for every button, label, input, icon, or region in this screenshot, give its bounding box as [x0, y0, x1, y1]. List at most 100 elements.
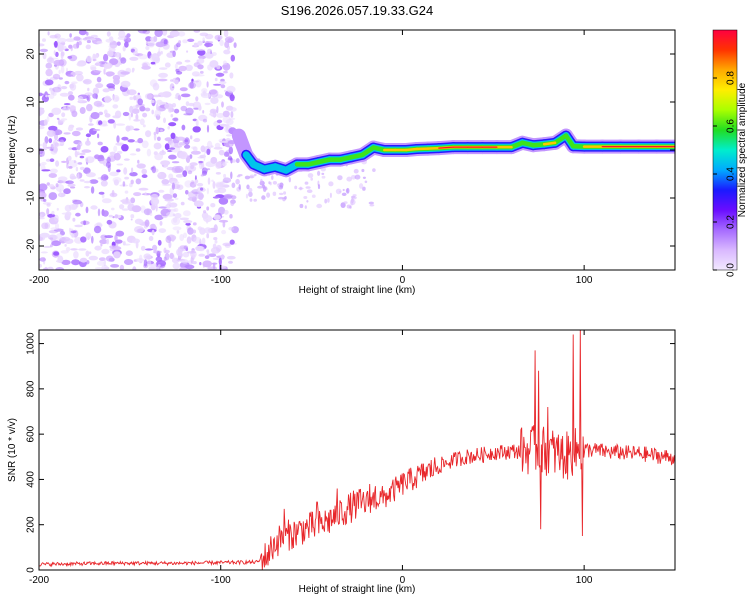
noise-blob	[41, 169, 51, 172]
noise-blob	[65, 211, 72, 217]
noise-blob	[179, 151, 188, 160]
x-tick-label: 0	[400, 575, 406, 586]
noise-blob	[254, 173, 257, 177]
noise-blob	[40, 251, 49, 254]
noise-blob	[221, 101, 224, 108]
noise-blob	[119, 204, 125, 210]
x-tick-label: -100	[211, 275, 231, 286]
noise-blob	[212, 243, 217, 249]
noise-blob	[48, 192, 58, 201]
noise-blob	[216, 113, 225, 118]
noise-blob	[85, 140, 91, 146]
noise-blob	[156, 103, 159, 111]
noise-blob	[194, 179, 198, 185]
noise-blob	[207, 177, 211, 185]
noise-blob	[216, 106, 219, 114]
noise-blob	[163, 39, 168, 45]
noise-blob	[211, 52, 217, 56]
noise-blob	[132, 50, 139, 56]
noise-blob	[199, 227, 206, 235]
noise-blob	[39, 232, 50, 238]
noise-blob	[138, 54, 148, 60]
noise-blob	[112, 216, 115, 219]
noise-blob	[124, 176, 129, 180]
chart-title: S196.2026.057.19.33.G24	[281, 3, 434, 18]
snr-x-ticks: -200 -100 0 100	[29, 330, 593, 586]
noise-blob	[261, 195, 266, 200]
noise-blob	[41, 161, 47, 166]
noise-blob	[193, 236, 202, 244]
noise-blob	[72, 199, 82, 205]
noise-blob	[65, 38, 75, 42]
noise-blob	[123, 158, 130, 161]
noise-blob	[228, 226, 235, 231]
snr-y-label: SNR (10 * v/v)	[7, 418, 18, 482]
noise-blob	[137, 98, 143, 106]
noise-blob	[156, 266, 160, 270]
noise-blob	[92, 93, 98, 99]
noise-blob	[219, 39, 224, 47]
noise-blob	[48, 125, 58, 131]
noise-blob	[224, 40, 230, 49]
noise-blob	[183, 232, 187, 239]
noise-blob	[215, 172, 221, 175]
noise-blob	[118, 30, 126, 38]
noise-blob	[193, 30, 200, 33]
noise-blob	[67, 183, 76, 187]
noise-blob	[218, 257, 222, 266]
noise-blob	[40, 93, 51, 96]
noise-blob	[61, 259, 71, 265]
noise-blob	[71, 81, 78, 84]
noise-blob	[224, 195, 233, 200]
noise-blob	[262, 184, 265, 188]
noise-blob	[141, 140, 149, 149]
noise-blob	[129, 153, 137, 156]
noise-blob	[93, 54, 99, 59]
noise-blob	[86, 96, 90, 101]
noise-blob	[159, 67, 168, 70]
noise-blob	[119, 264, 125, 270]
noise-blob	[229, 239, 235, 245]
colorbar-tick-label: 0.2	[726, 215, 737, 229]
spectrogram-y-ticks: -20 -10 0 10 20	[26, 48, 675, 253]
noise-blob	[192, 126, 201, 133]
noise-blob	[71, 233, 75, 238]
noise-blob	[96, 260, 105, 266]
noise-blob	[96, 222, 102, 226]
noise-blob	[321, 175, 326, 179]
noise-blob	[71, 259, 81, 266]
noise-blob	[150, 36, 154, 42]
noise-blob	[96, 40, 103, 44]
noise-blob	[133, 192, 142, 197]
noise-blob	[227, 38, 233, 44]
noise-blob	[48, 112, 54, 118]
noise-blob	[70, 230, 77, 234]
noise-blob	[222, 242, 232, 247]
noise-blob	[50, 227, 58, 231]
noise-blob	[193, 107, 200, 110]
noise-blob	[200, 145, 206, 153]
noise-blob	[187, 38, 195, 42]
noise-blob	[94, 245, 102, 251]
noise-blob	[218, 197, 229, 205]
noise-blob	[69, 176, 77, 180]
noise-blob	[130, 179, 134, 185]
noise-blob	[114, 52, 121, 58]
noise-blob	[85, 232, 92, 240]
noise-blob	[230, 111, 234, 118]
noise-blob	[60, 65, 65, 74]
noise-blob	[122, 181, 126, 187]
noise-blob	[199, 262, 202, 266]
noise-blob	[101, 61, 108, 65]
noise-blob	[190, 150, 201, 155]
noise-blob	[180, 93, 191, 98]
noise-blob	[213, 214, 221, 221]
noise-blob	[113, 145, 118, 153]
noise-blob	[283, 191, 287, 195]
spectrogram-signal	[231, 128, 675, 178]
noise-blob	[75, 127, 84, 131]
noise-blob	[55, 51, 59, 58]
noise-blob	[178, 65, 187, 72]
noise-blob	[73, 160, 76, 164]
noise-blob	[39, 107, 45, 115]
